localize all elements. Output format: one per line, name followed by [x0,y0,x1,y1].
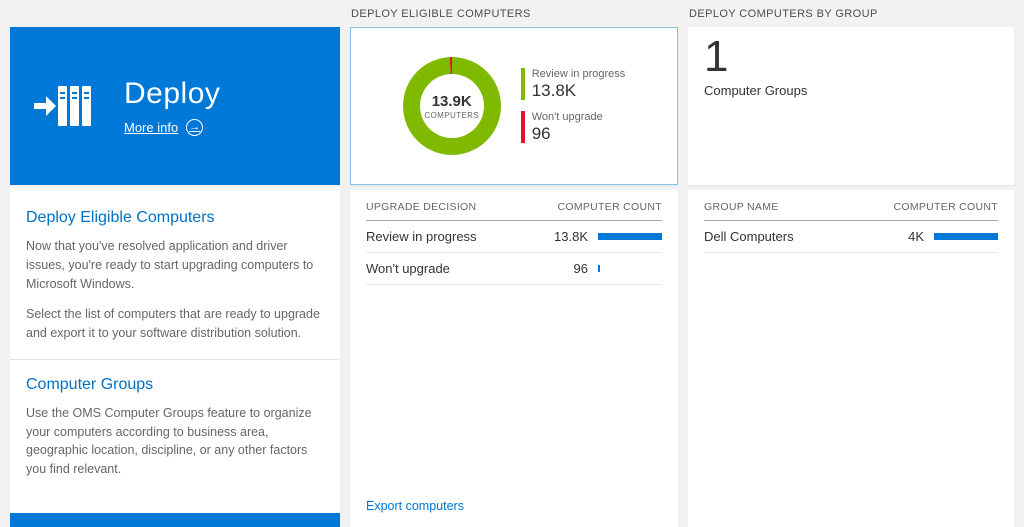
eligible-computers-card[interactable]: 13.9K COMPUTERS Review in progress 13.8K [350,27,678,185]
legend-label: Won't upgrade [531,111,603,123]
arrow-right-icon: → [186,118,204,136]
section-deploy-eligible: Deploy Eligible Computers Now that you'v… [26,209,324,343]
table-header-row: GROUP NAME COMPUTER COUNT [704,190,998,221]
row-label: Dell Computers [704,229,794,244]
donut-hole: 13.9K COMPUTERS [419,74,484,138]
column-header-upgrade-decision: UPGRADE DECISION [366,201,477,213]
donut-wrap: 13.9K COMPUTERS Review in progress 13.8K [402,57,626,155]
column-header-group-name: GROUP NAME [704,201,779,213]
column-header-computer-count: COMPUTER COUNT [557,201,662,213]
left-column: Deploy More info → Deploy Eligible Compu… [10,0,340,527]
legend-item-wont-upgrade: Won't upgrade 96 [520,111,626,144]
section-paragraph: Use the OMS Computer Groups feature to o… [26,405,312,476]
legend-swatch-red [520,111,525,143]
legend-value: 13.8K [531,81,577,100]
legend-item-review-in-progress: Review in progress 13.8K [520,68,626,101]
deploy-icon [32,83,96,129]
eligible-computers-column-header: DEPLOY ELIGIBLE COMPUTERS [351,7,531,20]
eligible-computers-column: DEPLOY ELIGIBLE COMPUTERS 13.9K COMPUTER… [350,0,678,527]
table-header-row: UPGRADE DECISION COMPUTER COUNT [366,190,662,221]
page-title: Deploy [124,76,221,110]
legend-label: Review in progress [531,68,626,80]
section-heading-deploy-eligible: Deploy Eligible Computers [26,209,215,226]
group-name-table: GROUP NAME COMPUTER COUNT Dell Computers… [688,190,1014,527]
row-bar [598,265,600,272]
legend-value: 96 [531,124,551,143]
group-count-value: 1 [704,32,729,81]
more-info-label: More info [124,119,179,135]
donut-chart: 13.9K COMPUTERS [402,57,501,155]
table-row[interactable]: Dell Computers 4K [704,221,998,253]
section-paragraph: Select the list of computers that are re… [26,307,320,340]
group-count-label: Computer Groups [704,83,808,99]
donut-total-value: 13.9K [431,92,472,110]
more-info-link[interactable]: More info → [124,118,220,136]
row-value: 4K [908,229,924,244]
computer-groups-card[interactable]: 1 Computer Groups [688,27,1014,185]
row-bar [934,233,998,240]
tile-footer-accent-bar [10,513,340,527]
tile-text: Deploy More info → [124,77,220,136]
row-bar-area [934,233,998,240]
table-row[interactable]: Won't upgrade 96 [366,253,662,285]
deploy-tile[interactable]: Deploy More info → [10,27,340,185]
table-row[interactable]: Review in progress 13.8K [366,221,662,253]
section-divider [10,358,340,360]
row-value: 96 [573,261,588,276]
computers-by-group-column: DEPLOY COMPUTERS BY GROUP 1 Computer Gro… [688,0,1014,527]
row-bar-area [598,265,662,272]
export-computers-link[interactable]: Export computers [366,499,464,513]
column-header-computer-count: COMPUTER COUNT [893,201,998,213]
section-paragraph: Now that you've resolved application and… [26,239,314,291]
row-bar [598,233,662,240]
computers-by-group-column-header: DEPLOY COMPUTERS BY GROUP [689,7,878,20]
donut-legend: Review in progress 13.8K Won't upgrade 9… [520,68,626,144]
left-column-header-spacer [10,0,340,27]
section-heading-computer-groups: Computer Groups [26,375,154,393]
section-computer-groups: Computer Groups Use the OMS Computer Gro… [26,376,324,479]
legend-swatch-green [520,68,525,100]
row-bar-area [598,233,662,240]
description-card: Deploy Eligible Computers Now that you'v… [10,187,340,513]
donut-total-label: COMPUTERS [424,110,480,120]
row-value: 13.8K [554,229,588,244]
upgrade-decision-table: UPGRADE DECISION COMPUTER COUNT Review i… [350,190,678,527]
row-label: Won't upgrade [366,261,450,276]
row-label: Review in progress [366,229,477,244]
